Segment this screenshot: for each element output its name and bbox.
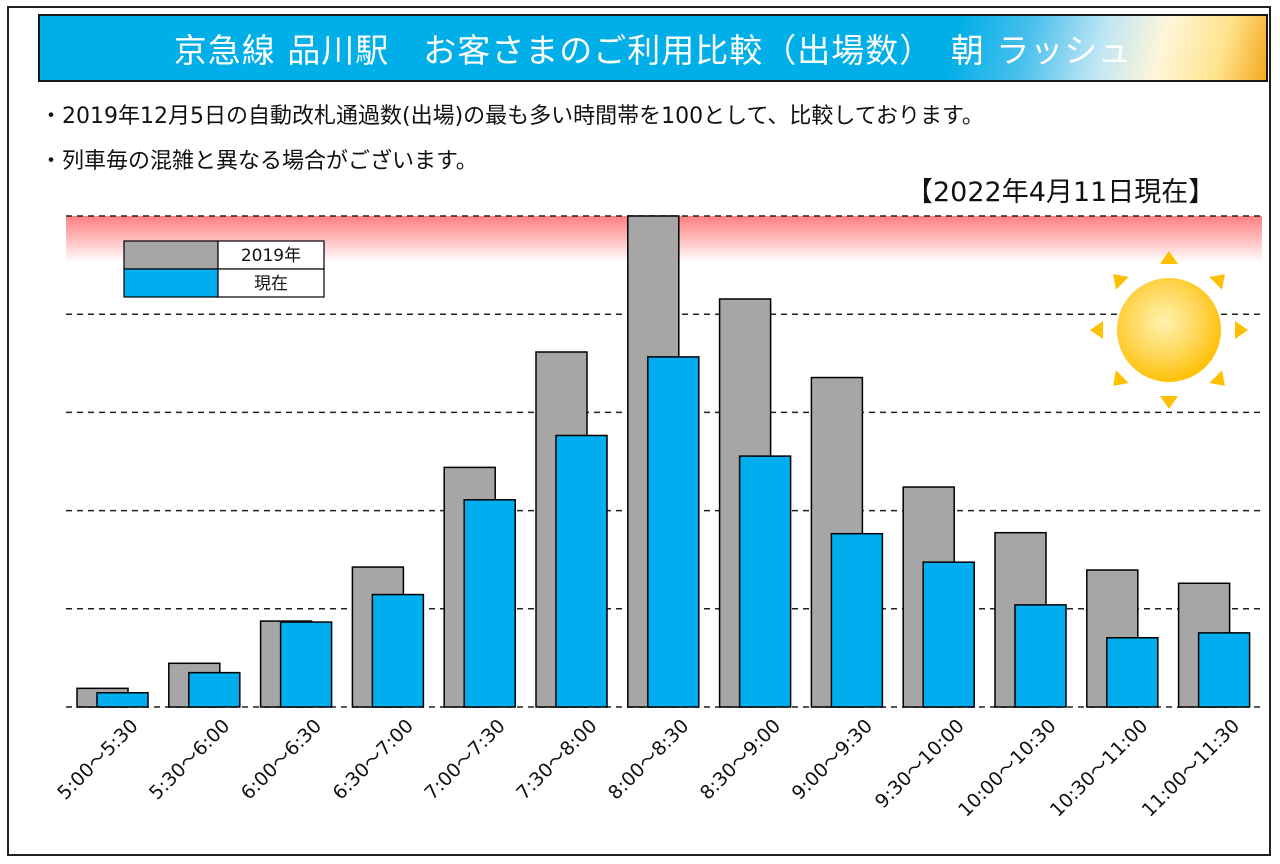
x-tick-label: 7:00～7:30 bbox=[420, 715, 509, 804]
x-tick-label: 7:30～8:00 bbox=[512, 715, 601, 804]
x-tick-label: 11:00～11:30 bbox=[1138, 715, 1244, 821]
bar-current bbox=[738, 455, 792, 708]
x-tick-label: 6:00～6:30 bbox=[237, 715, 326, 804]
x-tick-label: 5:00～5:30 bbox=[53, 715, 142, 804]
legend-label: 現在 bbox=[254, 274, 288, 294]
bar-current bbox=[1197, 632, 1251, 708]
note-disclaimer: ・列車毎の混雑と異なる場合がございます。 bbox=[40, 149, 478, 174]
x-tick-label: 8:00～8:30 bbox=[604, 715, 693, 804]
x-tick-label: 6:30～7:00 bbox=[329, 715, 418, 804]
bar-current bbox=[188, 671, 241, 708]
bar-current bbox=[922, 561, 975, 708]
x-tick-label: 9:00～9:30 bbox=[788, 715, 877, 804]
bar-current bbox=[830, 532, 884, 708]
x-tick-label: 8:30～9:00 bbox=[696, 715, 785, 804]
bar-current bbox=[555, 434, 608, 708]
x-tick-label: 10:30～11:00 bbox=[1046, 715, 1152, 821]
bar-current bbox=[279, 621, 333, 708]
sun-icon bbox=[1090, 251, 1248, 409]
legend-label: 2019年 bbox=[241, 246, 301, 266]
bar-current bbox=[647, 356, 700, 708]
note-baseline: ・2019年12月5日の自動改札通過数(出場)の最も多い時間帯を100として、比… bbox=[40, 104, 984, 129]
bar-current bbox=[1014, 604, 1067, 708]
bar-current bbox=[463, 499, 516, 708]
x-tick-label: 9:30～10:00 bbox=[871, 715, 969, 813]
title-bar: 京急線 品川駅 お客さまのご利用比較（出場数） 朝 ラッシュ bbox=[38, 14, 1268, 82]
as-of-date: 【2022年4月11日現在】 bbox=[906, 177, 1216, 208]
bar-current bbox=[371, 593, 425, 708]
chart-title: 京急線 品川駅 お客さまのご利用比較（出場数） 朝 ラッシュ bbox=[173, 31, 1133, 70]
x-tick-label: 5:30～6:00 bbox=[145, 715, 234, 804]
x-tick-label: 10:00～10:30 bbox=[954, 715, 1060, 821]
bar-current bbox=[1106, 637, 1159, 708]
bar-current bbox=[96, 692, 149, 708]
